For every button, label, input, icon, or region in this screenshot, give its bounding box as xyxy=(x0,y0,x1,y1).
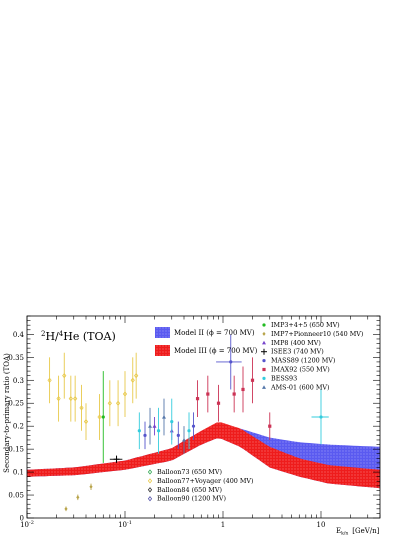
legend-marker-2 xyxy=(262,340,266,345)
legend-label-10: Balloon84 (650 MV) xyxy=(157,486,222,494)
y-tick-label: 0.1 xyxy=(13,469,24,477)
x-axis-label: Ek/n [GeV/n] xyxy=(336,527,380,537)
data-point-imp7-pionneer10 xyxy=(64,506,68,511)
y-tick-label: 0.25 xyxy=(8,400,24,408)
y-tick-label: 0 xyxy=(20,515,24,523)
chart-title: 2H/4He (TOA) xyxy=(41,330,116,343)
x-axis-ticks: 10-2 10-1 1 10 xyxy=(20,316,381,529)
legend-label-8: Balloon73 (650 MV) xyxy=(157,468,222,476)
model-bands xyxy=(27,422,380,489)
legend-marker-3 xyxy=(261,348,267,355)
data-point-bess93 xyxy=(137,429,141,433)
legend-label-4: MASS89 (1200 MV) xyxy=(271,357,335,365)
data-point-balloon77-voyager xyxy=(134,373,139,379)
data-point-balloon77-voyager xyxy=(97,414,102,420)
model-legend: Model II (ϕ = 700 MV) Model III (ϕ = 700 … xyxy=(155,327,258,356)
legend-label-11: Balloon90 (1200 MV) xyxy=(157,495,226,503)
model-legend-swatch-2 xyxy=(155,345,170,356)
legend-marker-1 xyxy=(262,331,266,336)
data-point-ams-01 xyxy=(182,437,187,442)
y-tick-label: 0.2 xyxy=(13,423,24,431)
data-point-balloon77-voyager xyxy=(56,395,61,402)
y-axis-label: Secondary-to-primary ratio (TOA) xyxy=(3,353,11,473)
data-point-imp8 xyxy=(152,424,157,428)
data-point-imax92 xyxy=(206,392,210,396)
data-point-balloon77-voyager xyxy=(62,373,67,379)
y-tick-label: 0.15 xyxy=(8,446,24,454)
legend-label-0: IMP3+4+5 (650 MV) xyxy=(271,321,340,329)
data-point-imp3-4-5 xyxy=(101,415,105,419)
data-point-imax92 xyxy=(216,401,221,405)
legend-marker-9 xyxy=(147,478,153,484)
data-point-bess93 xyxy=(170,419,174,424)
x-tick-label: 10 xyxy=(317,521,326,529)
legend-label-1: IMP7+Pionneer10 (540 MV) xyxy=(271,330,363,338)
data-point-balloon77-voyager xyxy=(79,405,84,411)
data-point-balloon77-voyager xyxy=(107,400,112,406)
x-tick-label: 10-1 xyxy=(118,520,132,529)
data-point-imax92 xyxy=(232,392,236,396)
y-tick-label: 0.35 xyxy=(8,354,24,362)
legend-label-6: BESS93 xyxy=(271,374,297,382)
data-point-bess93 xyxy=(319,415,323,419)
legend-marker-7 xyxy=(262,385,266,389)
x-tick-label: 1 xyxy=(221,521,225,529)
model-legend-label-1: Model II (ϕ = 700 MV) xyxy=(174,329,255,337)
data-point-balloon77-voyager xyxy=(122,391,128,397)
data-point-ams-01 xyxy=(148,424,153,428)
data-point-mass89 xyxy=(176,433,180,437)
model-legend-swatch-1 xyxy=(155,327,170,338)
data-point-ams-01 xyxy=(161,415,166,419)
data-point-balloon77-voyager xyxy=(68,395,73,402)
legend-label-3: ISEE3 (740 MV) xyxy=(271,348,324,356)
data-point-imax92 xyxy=(268,424,272,428)
legend-label-7: AMS-01 (600 MV) xyxy=(270,383,329,391)
legend-marker-6 xyxy=(262,376,266,380)
data-point-isee3 xyxy=(113,456,120,463)
legend-label-2: IMP8 (400 MV) xyxy=(271,339,321,347)
data-point-imax92 xyxy=(195,397,200,401)
y-axis-ticks: 0 0.05 0.1 0.15 0.2 0.25 0.3 0.35 0.4 xyxy=(8,315,380,523)
legend-label-5: IMAX92 (550 MV) xyxy=(271,366,330,374)
data-point-balloon77-voyager xyxy=(73,395,78,402)
data-point-imp7-pionneer10 xyxy=(89,484,93,489)
data-point-bess93 xyxy=(156,429,161,433)
data-point-imax92 xyxy=(250,378,255,382)
title-superscript-deuteron: 2 xyxy=(41,330,45,338)
legend-marker-5 xyxy=(262,367,266,372)
y-tick-label: 0.05 xyxy=(8,492,24,500)
data-point-mass89 xyxy=(229,360,233,364)
data-point-imp7-pionneer10 xyxy=(76,495,80,500)
data-point-balloon77-voyager xyxy=(47,377,52,383)
legend-marker-10 xyxy=(147,487,153,493)
legend-marker-8 xyxy=(147,469,153,475)
data-point-balloon77-voyager xyxy=(130,377,135,383)
data-point-balloon77-voyager xyxy=(115,400,121,406)
data-point-imax92 xyxy=(241,387,245,392)
data-points xyxy=(47,334,329,512)
y-tick-label: 0.4 xyxy=(13,331,25,339)
y-tick-label: 0.3 xyxy=(13,377,24,385)
data-legend: IMP3+4+5 (650 MV)IMP7+Pionneer10 (540 MV… xyxy=(147,321,363,503)
title-superscript-helium: 4 xyxy=(59,330,64,338)
data-point-mass89 xyxy=(191,424,196,428)
model-legend-label-2: Model III (ϕ = 700 MV) xyxy=(174,347,258,355)
data-point-mass89 xyxy=(143,433,147,437)
legend-marker-4 xyxy=(262,359,266,363)
data-point-bess93 xyxy=(187,429,191,433)
legend-label-9: Balloon77+Voyager (400 MV) xyxy=(157,477,254,485)
legend-marker-11 xyxy=(147,496,153,502)
band-2 xyxy=(27,422,380,489)
x-tick-label: 10-2 xyxy=(20,520,34,529)
data-point-balloon77-voyager xyxy=(83,418,89,425)
legend-marker-0 xyxy=(262,323,266,327)
